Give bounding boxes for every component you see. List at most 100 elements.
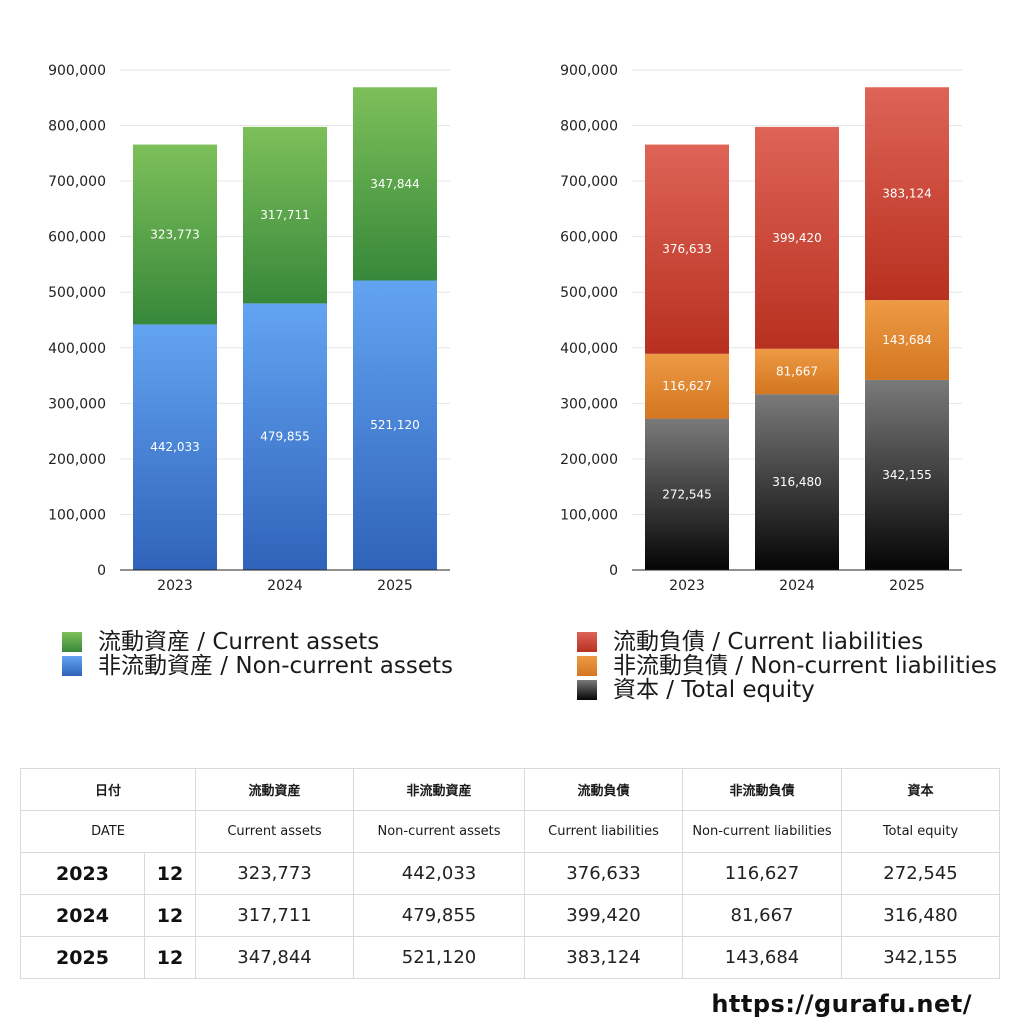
- legend-swatch-non-current-liabilities: [577, 656, 597, 676]
- header-non-current-assets-jp: 非流動資産: [353, 768, 526, 811]
- table-header-jp: 日付 流動資産 非流動資産 流動負債 非流動負債 資本: [19, 768, 1001, 811]
- bar-segment: [243, 303, 327, 570]
- bar-data-label: 116,627: [662, 379, 712, 393]
- cell-current-assets: 347,844: [195, 936, 355, 979]
- row-year: 2024: [20, 894, 145, 937]
- header-non-current-assets-en: Non-current assets: [353, 810, 526, 853]
- liabilities-equity-chart: 0 100,000 200,000 300,000 400,000 500,000 600,…: [560, 63, 962, 594]
- y-tick-label: 900,000: [560, 63, 618, 79]
- y-tick-label: 300,000: [48, 396, 106, 412]
- bar-segment: [645, 418, 729, 570]
- y-tick-label: 300,000: [560, 396, 618, 412]
- bar-segment: [755, 126, 839, 349]
- x-tick-label: 2025: [889, 578, 925, 594]
- site-url[interactable]: https://gurafu.net/: [711, 990, 972, 1018]
- cell-non-current-assets: 442,033: [353, 852, 526, 895]
- y-tick-label: 200,000: [48, 452, 106, 468]
- bar-data-label: 383,124: [882, 187, 932, 201]
- bar-data-label: 479,855: [260, 430, 310, 444]
- row-year: 2025: [20, 936, 145, 979]
- y-tick-label: 700,000: [560, 174, 618, 190]
- x-tick-label: 2024: [779, 578, 815, 594]
- bar-segment: [645, 144, 729, 354]
- bar-segment: [865, 300, 949, 380]
- cell-total-equity: 316,480: [841, 894, 1001, 937]
- header-current-assets-en: Current assets: [195, 810, 355, 853]
- legend-item-non-current-liabilities: 非流動負債 / Non-current liabilities: [577, 654, 997, 678]
- legend-label: 資本 / Total equity: [613, 677, 815, 703]
- bar-data-label: 81,667: [776, 364, 818, 378]
- cell-total-equity: 342,155: [841, 936, 1001, 979]
- header-date-en: DATE: [19, 810, 197, 853]
- y-tick-label: 0: [609, 563, 618, 579]
- cell-non-current-assets: 521,120: [353, 936, 526, 979]
- legend-item-current-liabilities: 流動負債 / Current liabilities: [577, 630, 997, 654]
- table-row: 2023 12 323,773 442,033 376,633 116,627 …: [20, 852, 1001, 895]
- y-tick-label: 400,000: [48, 341, 106, 357]
- y-tick-label: 900,000: [48, 63, 106, 79]
- bar-data-label: 347,844: [370, 177, 420, 191]
- y-tick-label: 700,000: [48, 174, 106, 190]
- cell-current-assets: 317,711: [195, 894, 355, 937]
- y-tick-label: 500,000: [560, 285, 618, 301]
- bar-segment: [755, 348, 839, 395]
- legend-swatch-non-current-assets: [62, 656, 82, 676]
- x-tick-label: 2023: [157, 578, 193, 594]
- header-date-jp: 日付: [19, 768, 197, 811]
- table-header-en: DATE Current assets Non-current assets C…: [19, 810, 1001, 853]
- y-tick-label: 600,000: [48, 230, 106, 246]
- bar-data-label: 317,711: [260, 208, 310, 222]
- legend-item-non-current-assets: 非流動資産 / Non-current assets: [62, 654, 453, 678]
- header-total-equity-jp: 資本: [841, 768, 1001, 811]
- bar-segment: [865, 87, 949, 301]
- row-year: 2023: [20, 852, 145, 895]
- cell-current-liabilities: 376,633: [524, 852, 684, 895]
- bar-data-label: 316,480: [772, 475, 822, 489]
- bar-data-label: 342,155: [882, 468, 932, 482]
- legend-item-total-equity: 資本 / Total equity: [577, 678, 997, 702]
- cell-non-current-liabilities: 81,667: [682, 894, 843, 937]
- bar-segment: [243, 126, 327, 304]
- row-month: 12: [143, 852, 197, 895]
- legend-label: 非流動負債 / Non-current liabilities: [613, 653, 997, 679]
- y-tick-label: 200,000: [560, 452, 618, 468]
- row-month: 12: [143, 936, 197, 979]
- legend-swatch-total-equity: [577, 680, 597, 700]
- bar-segment: [353, 280, 437, 570]
- y-tick-label: 800,000: [560, 119, 618, 135]
- y-tick-label: 100,000: [48, 507, 106, 523]
- cell-non-current-liabilities: 116,627: [682, 852, 843, 895]
- x-tick-label: 2023: [669, 578, 705, 594]
- legend-swatch-current-assets: [62, 632, 82, 652]
- y-tick-label: 800,000: [48, 119, 106, 135]
- header-current-assets-jp: 流動資産: [195, 768, 355, 811]
- cell-current-assets: 323,773: [195, 852, 355, 895]
- header-non-current-liabilities-en: Non-current liabilities: [682, 810, 843, 853]
- y-tick-label: 500,000: [48, 285, 106, 301]
- legend-label: 非流動資産 / Non-current assets: [98, 653, 454, 679]
- legend-liabilities: 流動負債 / Current liabilities 非流動負債 / Non-c…: [577, 630, 997, 702]
- header-current-liabilities-en: Current liabilities: [524, 810, 684, 853]
- bar-data-label: 272,545: [662, 487, 712, 501]
- table-row: 2024 12 317,711 479,855 399,420 81,667 3…: [20, 894, 1001, 937]
- cell-total-equity: 272,545: [841, 852, 1001, 895]
- bar-segment: [133, 144, 217, 325]
- legend-swatch-current-liabilities: [577, 632, 597, 652]
- y-tick-label: 600,000: [560, 230, 618, 246]
- legend-assets: 流動資産 / Current assets 非流動資産 / Non-curren…: [62, 630, 453, 678]
- legend-label: 流動負債 / Current liabilities: [613, 629, 924, 655]
- bar-data-label: 442,033: [150, 440, 200, 454]
- x-tick-label: 2024: [267, 578, 303, 594]
- bar-segment: [133, 324, 217, 570]
- header-current-liabilities-jp: 流動負債: [524, 768, 684, 811]
- bar-segment: [353, 87, 437, 281]
- bar-data-label: 323,773: [150, 227, 200, 241]
- legend-label: 流動資産 / Current assets: [98, 629, 380, 655]
- bar-segment: [645, 353, 729, 419]
- bar-data-label: 521,120: [370, 418, 420, 432]
- y-tick-label: 100,000: [560, 507, 618, 523]
- x-tick-label: 2025: [377, 578, 413, 594]
- y-tick-label: 400,000: [560, 341, 618, 357]
- bar-data-label: 399,420: [772, 231, 822, 245]
- bar-data-label: 143,684: [882, 333, 932, 347]
